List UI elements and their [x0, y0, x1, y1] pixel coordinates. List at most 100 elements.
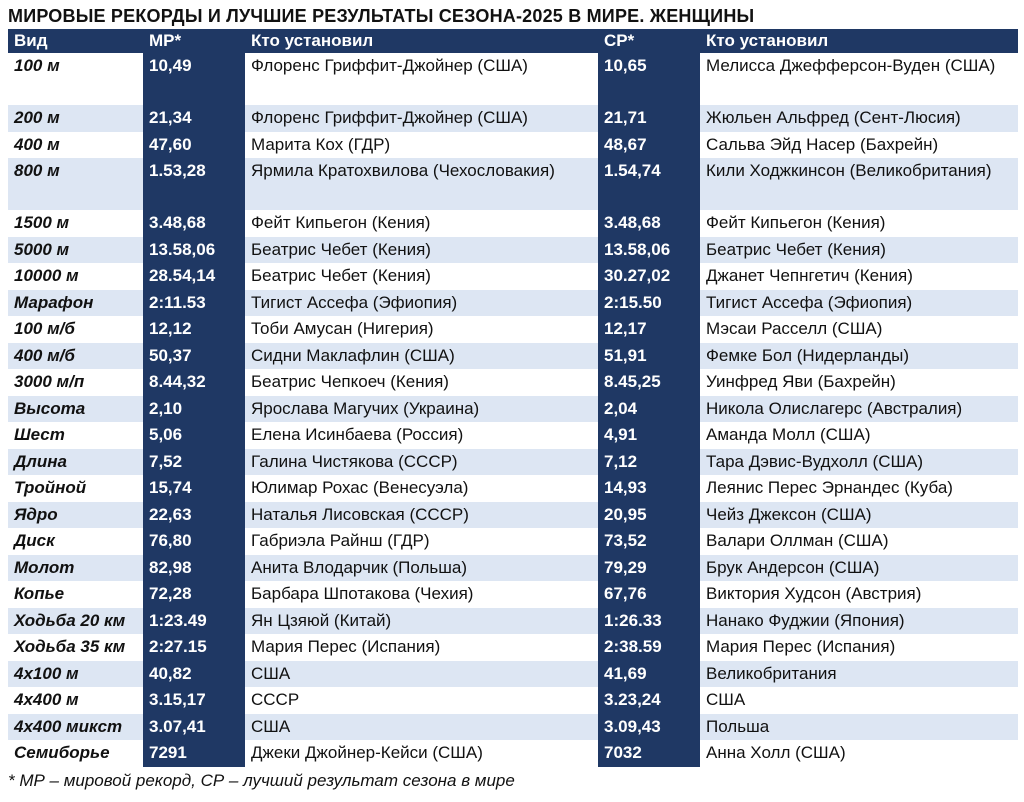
table-row: Ядро 22,63 Наталья Лисовская (СССР) 20,95 Че… [8, 501, 1018, 528]
records-table: Вид МР* Кто установил СР* Кто установил … [8, 29, 1018, 767]
sb-cell: 30.27,02 [598, 263, 700, 290]
wr-cell: 5,06 [143, 422, 245, 449]
wr-cell: 3.07,41 [143, 713, 245, 740]
header-wr-holder: Кто установил [245, 29, 598, 53]
wr-holder-cell: Юлимар Рохас (Венесуэла) [245, 475, 598, 502]
sb-cell: 20,95 [598, 501, 700, 528]
event-cell: Высота [8, 395, 143, 422]
table-row: Высота 2,10 Ярослава Магучих (Украина) 2,04… [8, 395, 1018, 422]
sb-cell: 8.45,25 [598, 369, 700, 396]
table-row: Марафон 2:11.53 Тигист Ассефа (Эфиопия) 2:1… [8, 289, 1018, 316]
table-row: 100 м/б 12,12 Тоби Амусан (Нигерия) 12,17 Мэ… [8, 316, 1018, 343]
footnote: * МР – мировой рекорд, СР – лучший резул… [8, 771, 515, 790]
table-row: 10000 м 28.54,14 Беатрис Чебет (Кения) 30.2… [8, 263, 1018, 290]
event-cell: 4х400 микст [8, 713, 143, 740]
table-row: 4х400 м 3.15,17 СССР 3.23,24 США [8, 687, 1018, 714]
sb-cell: 2:15.50 [598, 289, 700, 316]
sb-holder-cell: Аманда Молл (США) [700, 422, 1018, 449]
table-row: 400 м/б 50,37 Сидни Маклафлин (США) 51,91 Фе… [8, 342, 1018, 369]
sb-cell: 1.54,74 [598, 158, 700, 210]
sb-cell: 73,52 [598, 528, 700, 555]
event-cell: 1500 м [8, 210, 143, 237]
event-cell: 100 м/б [8, 316, 143, 343]
table-row: Ходьба 20 км 1:23.49 Ян Цзяюй (Китай) 1:26.… [8, 607, 1018, 634]
wr-holder-cell: США [245, 713, 598, 740]
wr-cell: 7,52 [143, 448, 245, 475]
wr-holder-cell: Марита Кох (ГДР) [245, 131, 598, 158]
sb-holder-cell: Брук Андерсон (США) [700, 554, 1018, 581]
sb-cell: 67,76 [598, 581, 700, 608]
sb-holder-cell: Тара Дэвис-Вудхолл (США) [700, 448, 1018, 475]
table-row: Семиборье 7291 Джеки Джойнер-Кейси (США) 70… [8, 740, 1018, 767]
table-row: 3000 м/п 8.44,32 Беатрис Чепкоеч (Кения) 8.… [8, 369, 1018, 396]
event-cell: Тройной [8, 475, 143, 502]
event-cell: Марафон [8, 289, 143, 316]
table-row: 800 м 1.53,28 Ярмила Кратохвилова (Чехосло… [8, 158, 1018, 210]
sb-holder-cell: Фемке Бол (Нидерланды) [700, 342, 1018, 369]
sb-cell: 7032 [598, 740, 700, 767]
sb-cell: 21,71 [598, 105, 700, 132]
sb-holder-cell: США [700, 687, 1018, 714]
table-row: 1500 м 3.48,68 Фейт Кипьегон (Кения) 3.48,6… [8, 210, 1018, 237]
wr-holder-cell: США [245, 660, 598, 687]
sb-holder-cell: Никола Олислагерс (Австралия) [700, 395, 1018, 422]
wr-cell: 7291 [143, 740, 245, 767]
wr-holder-cell: Беатрис Чебет (Кения) [245, 236, 598, 263]
sb-holder-cell: Беатрис Чебет (Кения) [700, 236, 1018, 263]
table-row: 200 м 21,34 Флоренс Гриффит-Джойнер (США) 2… [8, 105, 1018, 132]
sb-cell: 10,65 [598, 53, 700, 105]
wr-holder-cell: СССР [245, 687, 598, 714]
wr-cell: 28.54,14 [143, 263, 245, 290]
wr-holder-cell: Сидни Маклафлин (США) [245, 342, 598, 369]
event-cell: Семиборье [8, 740, 143, 767]
wr-cell: 47,60 [143, 131, 245, 158]
table-row: 4х100 м 40,82 США 41,69 Великобритания [8, 660, 1018, 687]
event-cell: Ядро [8, 501, 143, 528]
sb-holder-cell: Польша [700, 713, 1018, 740]
event-cell: Шест [8, 422, 143, 449]
wr-holder-cell: Наталья Лисовская (СССР) [245, 501, 598, 528]
event-cell: 4х400 м [8, 687, 143, 714]
table-row: 4х400 микст 3.07,41 США 3.09,43 Польша [8, 713, 1018, 740]
wr-cell: 21,34 [143, 105, 245, 132]
header-sb-holder: Кто установил [700, 29, 1018, 53]
wr-cell: 1.53,28 [143, 158, 245, 210]
sb-holder-cell: Джанет Чепнгетич (Кения) [700, 263, 1018, 290]
header-world-record: МР* [143, 29, 245, 53]
page-title: МИРОВЫЕ РЕКОРДЫ И ЛУЧШИЕ РЕЗУЛЬТАТЫ СЕЗО… [8, 6, 755, 26]
sb-cell: 41,69 [598, 660, 700, 687]
sb-cell: 1:26.33 [598, 607, 700, 634]
wr-cell: 10,49 [143, 53, 245, 105]
sb-holder-cell: Нанако Фуджии (Япония) [700, 607, 1018, 634]
table-row: Копье 72,28 Барбара Шпотакова (Чехия) 67,76… [8, 581, 1018, 608]
wr-holder-cell: Флоренс Гриффит-Джойнер (США) [245, 105, 598, 132]
sb-cell: 14,93 [598, 475, 700, 502]
sb-cell: 4,91 [598, 422, 700, 449]
wr-cell: 1:23.49 [143, 607, 245, 634]
sb-cell: 2,04 [598, 395, 700, 422]
wr-holder-cell: Беатрис Чебет (Кения) [245, 263, 598, 290]
sb-cell: 12,17 [598, 316, 700, 343]
sb-holder-cell: Мария Перес (Испания) [700, 634, 1018, 661]
wr-cell: 2:11.53 [143, 289, 245, 316]
wr-cell: 82,98 [143, 554, 245, 581]
wr-holder-cell: Мария Перес (Испания) [245, 634, 598, 661]
wr-cell: 2:27.15 [143, 634, 245, 661]
sb-holder-cell: Жюльен Альфред (Сент-Люсия) [700, 105, 1018, 132]
event-cell: Копье [8, 581, 143, 608]
wr-holder-cell: Габриэла Райнш (ГДР) [245, 528, 598, 555]
wr-cell: 8.44,32 [143, 369, 245, 396]
event-cell: Длина [8, 448, 143, 475]
wr-holder-cell: Тигист Ассефа (Эфиопия) [245, 289, 598, 316]
wr-holder-cell: Галина Чистякова (СССР) [245, 448, 598, 475]
table-row: 400 м 47,60 Марита Кох (ГДР) 48,67 Сальва Эй… [8, 131, 1018, 158]
sb-holder-cell: Сальва Эйд Насер (Бахрейн) [700, 131, 1018, 158]
event-cell: 3000 м/п [8, 369, 143, 396]
sb-cell: 7,12 [598, 448, 700, 475]
wr-cell: 40,82 [143, 660, 245, 687]
sb-holder-cell: Чейз Джексон (США) [700, 501, 1018, 528]
sb-holder-cell: Валари Оллман (США) [700, 528, 1018, 555]
sb-holder-cell: Анна Холл (США) [700, 740, 1018, 767]
table-body: 100 м 10,49 Флоренс Гриффит-Джойнер (США) 1… [8, 53, 1018, 767]
event-cell: 4х100 м [8, 660, 143, 687]
